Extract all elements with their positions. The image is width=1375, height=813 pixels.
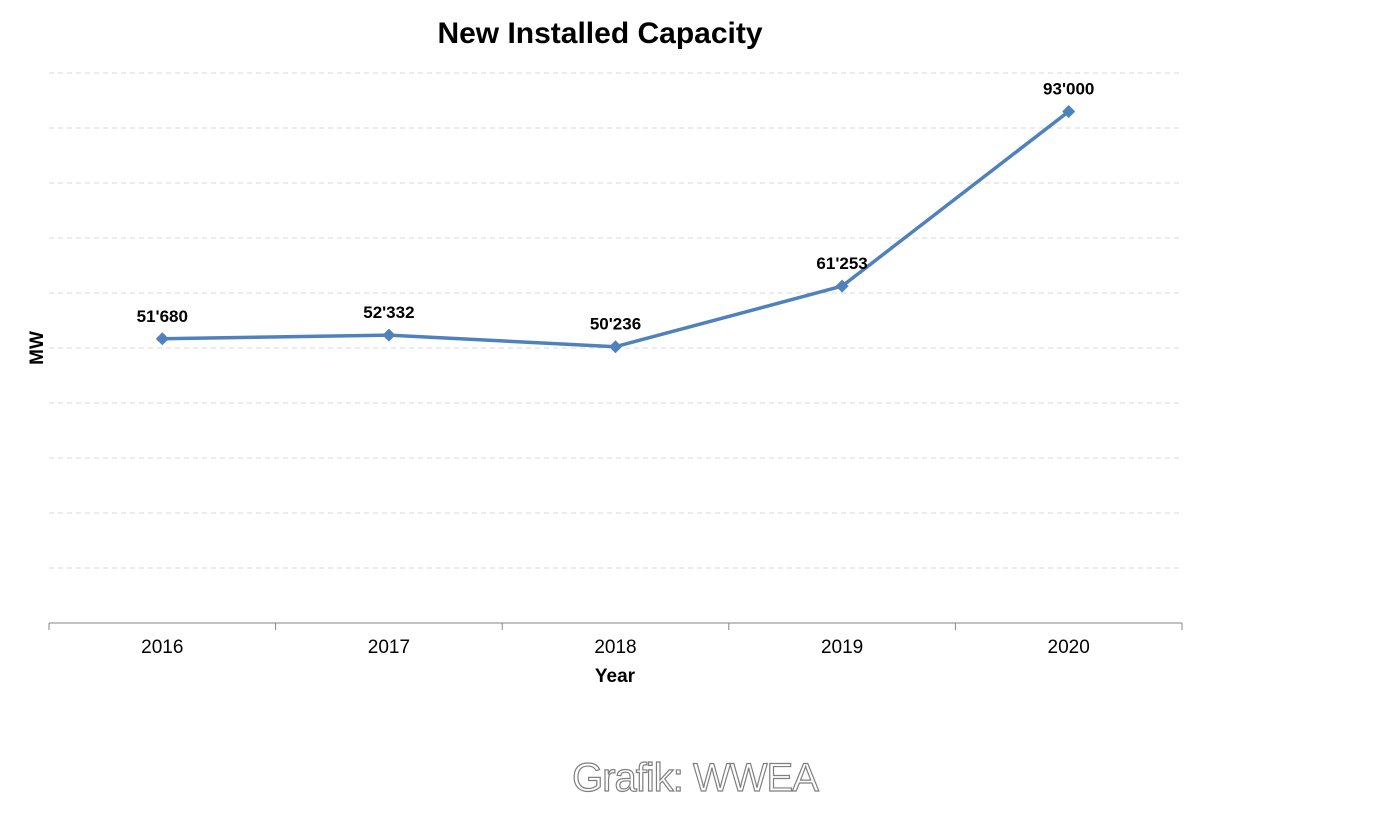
data-label: 51'680 xyxy=(137,307,188,326)
data-label: 93'000 xyxy=(1043,80,1094,99)
image-credit: Grafik: WWEA xyxy=(572,756,819,800)
x-tick-label: 2019 xyxy=(821,637,863,658)
x-tick-label: 2018 xyxy=(594,637,636,658)
x-axis: 2016 2017 2018 2019 2020 xyxy=(48,622,1183,658)
data-point-marker xyxy=(609,340,622,354)
x-axis-label: Year xyxy=(595,666,636,687)
data-point-marker xyxy=(1062,105,1076,118)
data-point-marker xyxy=(382,328,396,342)
x-tick-label: 2017 xyxy=(368,637,410,658)
x-tick-label: 2020 xyxy=(1048,637,1090,658)
series-group xyxy=(155,105,1076,354)
data-labels: 51'680 52'332 50'236 61'253 93'000 xyxy=(137,80,1095,334)
chart-title: New Installed Capacity xyxy=(437,17,762,50)
series-line xyxy=(162,110,1070,349)
x-tick-label: 2016 xyxy=(141,637,183,658)
data-label: 52'332 xyxy=(363,303,414,322)
data-label: 50'236 xyxy=(590,315,641,334)
data-label: 61'253 xyxy=(816,254,867,273)
data-point-marker xyxy=(835,279,849,293)
data-point-marker xyxy=(155,332,169,346)
y-axis-label: MW xyxy=(27,331,48,365)
